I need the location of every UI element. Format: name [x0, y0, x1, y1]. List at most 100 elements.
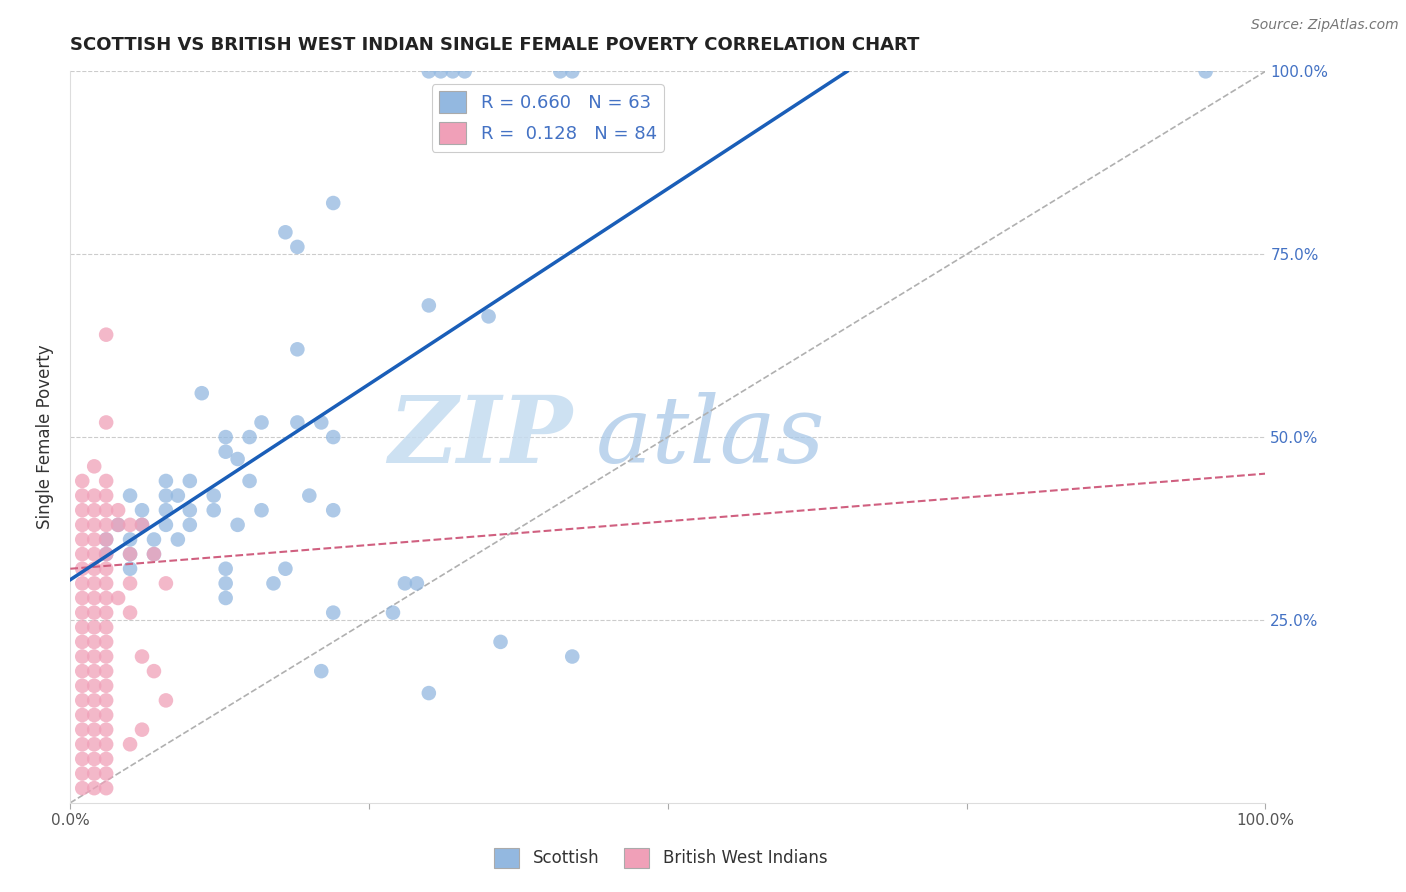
Point	[96, 327, 117, 342]
Point	[179, 517, 201, 532]
Point	[214, 591, 236, 605]
Point	[83, 620, 105, 634]
Point	[70, 533, 93, 547]
Point	[382, 606, 405, 620]
Point	[70, 781, 93, 796]
Point	[83, 781, 105, 796]
Point	[96, 679, 117, 693]
Point	[96, 737, 117, 751]
Point	[70, 517, 93, 532]
Point	[143, 547, 166, 561]
Point	[107, 517, 129, 532]
Point	[70, 547, 93, 561]
Point	[250, 416, 273, 430]
Point	[406, 576, 429, 591]
Point	[239, 474, 262, 488]
Point	[96, 503, 117, 517]
Point	[83, 503, 105, 517]
Legend: R = 0.660   N = 63, R =  0.128   N = 84: R = 0.660 N = 63, R = 0.128 N = 84	[432, 84, 664, 152]
Y-axis label: Single Female Poverty: Single Female Poverty	[37, 345, 55, 529]
Point	[191, 386, 214, 401]
Point	[107, 591, 129, 605]
Point	[155, 474, 177, 488]
Point	[96, 752, 117, 766]
Point	[70, 723, 93, 737]
Point	[83, 664, 105, 678]
Point	[155, 503, 177, 517]
Text: Source: ZipAtlas.com: Source: ZipAtlas.com	[1251, 18, 1399, 32]
Point	[96, 620, 117, 634]
Point	[214, 562, 236, 576]
Point	[83, 517, 105, 532]
Point	[70, 562, 93, 576]
Point	[322, 606, 344, 620]
Point	[96, 576, 117, 591]
Point	[70, 679, 93, 693]
Point	[430, 64, 453, 78]
Point	[70, 737, 93, 751]
Point	[131, 649, 153, 664]
Point	[96, 489, 117, 503]
Point	[322, 430, 344, 444]
Point	[120, 562, 141, 576]
Point	[202, 489, 225, 503]
Point	[83, 737, 105, 751]
Point	[322, 503, 344, 517]
Point	[309, 416, 333, 430]
Text: ZIP: ZIP	[388, 392, 572, 482]
Text: SCOTTISH VS BRITISH WEST INDIAN SINGLE FEMALE POVERTY CORRELATION CHART: SCOTTISH VS BRITISH WEST INDIAN SINGLE F…	[70, 36, 920, 54]
Point	[214, 430, 236, 444]
Point	[166, 489, 188, 503]
Point	[96, 766, 117, 780]
Point	[83, 708, 105, 723]
Point	[96, 547, 117, 561]
Point	[120, 547, 141, 561]
Point	[166, 533, 188, 547]
Point	[120, 737, 141, 751]
Point	[394, 576, 416, 591]
Point	[1195, 64, 1218, 78]
Point	[489, 635, 512, 649]
Point	[96, 591, 117, 605]
Point	[250, 503, 273, 517]
Point	[120, 533, 141, 547]
Point	[441, 64, 464, 78]
Point	[131, 517, 153, 532]
Point	[96, 693, 117, 707]
Point	[274, 225, 297, 239]
Point	[179, 503, 201, 517]
Point	[298, 489, 321, 503]
Point	[83, 533, 105, 547]
Point	[550, 64, 572, 78]
Point	[83, 723, 105, 737]
Point	[70, 474, 93, 488]
Point	[454, 64, 477, 78]
Point	[70, 576, 93, 591]
Point	[96, 533, 117, 547]
Point	[83, 679, 105, 693]
Point	[70, 606, 93, 620]
Point	[214, 576, 236, 591]
Point	[418, 686, 440, 700]
Point	[107, 517, 129, 532]
Point	[70, 693, 93, 707]
Point	[83, 752, 105, 766]
Point	[120, 489, 141, 503]
Point	[83, 693, 105, 707]
Point	[131, 503, 153, 517]
Point	[83, 576, 105, 591]
Point	[96, 723, 117, 737]
Point	[83, 562, 105, 576]
Point	[70, 766, 93, 780]
Point	[120, 576, 141, 591]
Point	[96, 606, 117, 620]
Point	[83, 635, 105, 649]
Point	[131, 517, 153, 532]
Point	[226, 452, 249, 467]
Point	[287, 416, 309, 430]
Point	[322, 196, 344, 211]
Point	[96, 562, 117, 576]
Point	[131, 723, 153, 737]
Point	[226, 517, 249, 532]
Point	[96, 635, 117, 649]
